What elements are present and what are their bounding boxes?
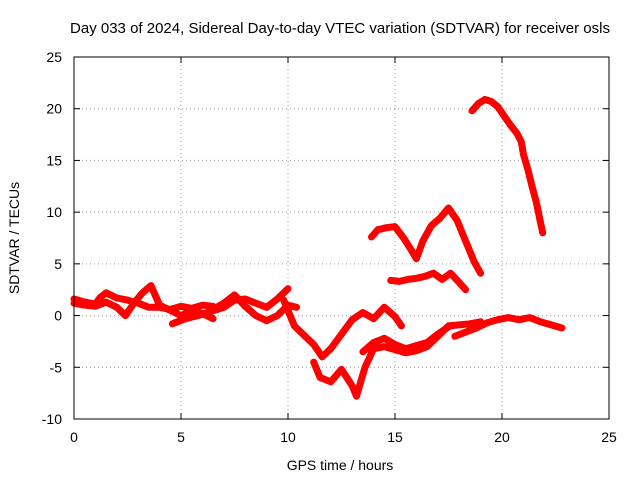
y-tick-label: -10 — [42, 411, 62, 427]
y-tick-label: 10 — [46, 204, 62, 220]
series-layer — [70, 95, 566, 400]
chart-title: Day 033 of 2024, Sidereal Day-to-day VTE… — [70, 20, 610, 37]
y-tick-label: -5 — [50, 359, 63, 375]
x-tick-label: 15 — [387, 429, 403, 445]
data-series-8 — [451, 314, 566, 340]
x-tick-label: 5 — [177, 429, 185, 445]
data-series-10 — [387, 269, 470, 294]
x-tick-label: 10 — [280, 429, 296, 445]
grid-layer — [74, 57, 609, 419]
data-series-3 — [168, 285, 292, 328]
data-series-2 — [70, 282, 217, 323]
y-axis-label: SDTVAR / TECUs — [6, 182, 22, 294]
x-axis-label: GPS time / hours — [287, 457, 394, 473]
y-tick-label: 5 — [54, 256, 62, 272]
x-tick-label: 20 — [494, 429, 510, 445]
y-tick-label: 25 — [46, 49, 62, 65]
data-series-7 — [359, 323, 452, 356]
y-tick-label: 0 — [54, 308, 62, 324]
data-series-5 — [280, 296, 405, 361]
y-tick-label: 20 — [46, 101, 62, 117]
data-series-11 — [468, 95, 547, 237]
data-series-9 — [368, 204, 485, 277]
x-tick-label: 0 — [70, 429, 78, 445]
plot-frame — [73, 56, 610, 420]
x-tick-label: 25 — [601, 429, 617, 445]
y-tick-label: 15 — [46, 152, 62, 168]
